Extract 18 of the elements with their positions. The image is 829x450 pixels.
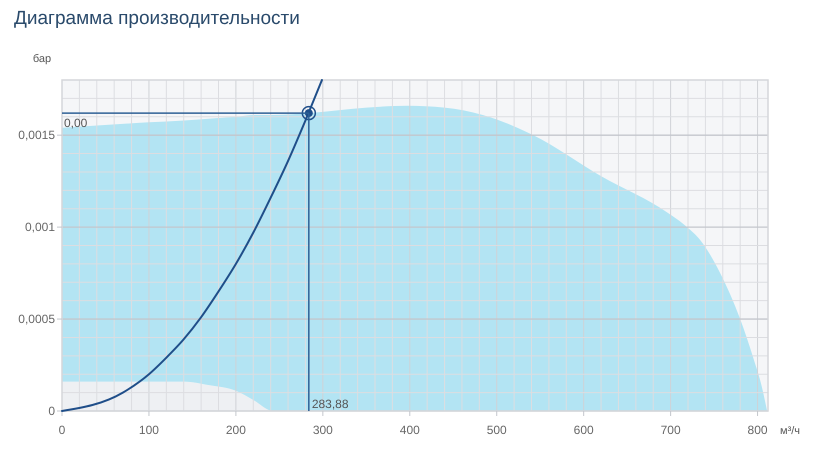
ref-line-label: 283,88: [312, 397, 349, 411]
x-tick-label: 800: [748, 423, 768, 437]
x-tick-label: 700: [660, 423, 681, 437]
x-tick-label: 100: [138, 423, 160, 437]
x-axis-title: м³/ч: [780, 425, 800, 437]
y-tick-label: 0,001: [24, 220, 56, 234]
y-axis-title: бар: [32, 53, 52, 65]
y-tick-label: 0,0005: [18, 312, 56, 326]
x-tick-label: 400: [400, 423, 420, 437]
x-tick-label: 600: [574, 423, 594, 437]
chart-title: Диаграмма производительности: [14, 8, 300, 29]
x-tick-label: 200: [226, 423, 246, 437]
y-tick-label: 0: [48, 404, 56, 418]
x-tick-label: 300: [312, 423, 334, 437]
x-tick-label: 0: [58, 423, 66, 437]
x-tick-label: 500: [486, 423, 508, 437]
y-tick-label: 0,0015: [18, 128, 56, 142]
ref-line-label: 0,00: [64, 116, 88, 130]
